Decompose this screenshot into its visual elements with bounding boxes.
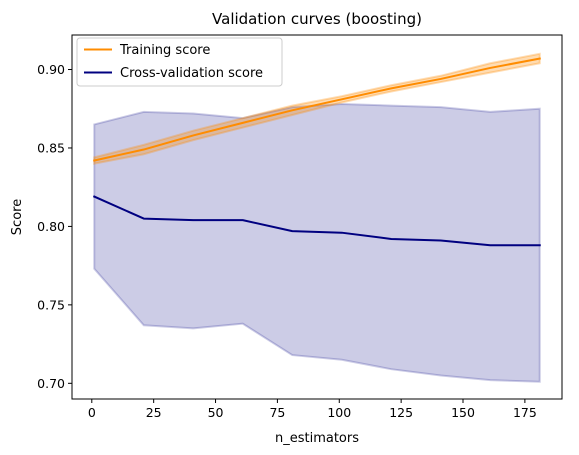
chart-title: Validation curves (boosting) [212,10,422,28]
y-tick-label: 0.80 [37,219,65,234]
y-tick-label: 0.85 [37,140,65,155]
x-tick-label: 100 [327,405,351,420]
x-tick-label: 125 [389,405,413,420]
legend-box [76,37,283,87]
x-tick-label: 50 [208,405,224,420]
plot-frame [71,34,563,400]
cross-validation-score-band [93,103,541,383]
y-tick-label: 0.75 [37,297,65,312]
x-tick-label: 150 [451,405,475,420]
y-axis-ticks: 0.70 0.75 0.80 0.85 0.90 [37,62,72,391]
series-lines [92,57,541,247]
x-axis-title: n_estimators [275,431,359,446]
legend-label-cross-validation: Cross-validation score [120,66,263,81]
x-tick-label: 75 [269,405,285,420]
y-tick-label: 0.90 [37,62,65,77]
cross-validation-score-line [92,195,541,247]
x-axis-ticks: 0 25 50 75 100 125 150 175 [88,399,537,420]
training-score-line [93,57,541,162]
x-tick-label: 175 [513,405,537,420]
x-tick-label: 25 [146,405,162,420]
legend-label-training: Training score [119,43,210,58]
y-tick-label: 0.70 [37,376,65,391]
confidence-bands [93,52,541,383]
y-axis-title: Score [10,199,25,235]
legend: Training score Cross-validation score [76,37,283,87]
x-tick-label: 0 [88,405,96,420]
